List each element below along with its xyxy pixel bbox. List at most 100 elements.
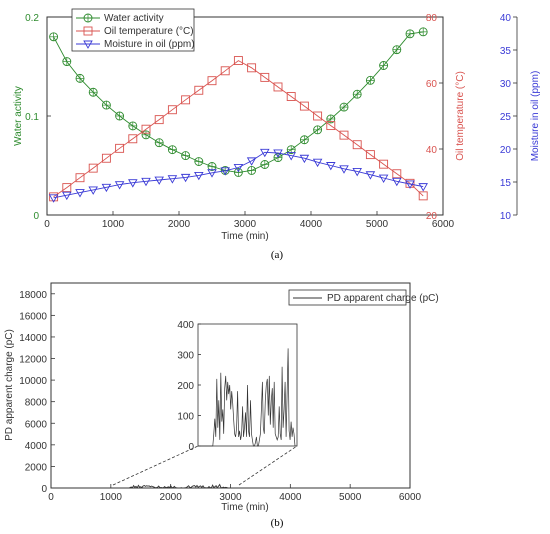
data-point-triangle-down	[299, 154, 310, 164]
right2-tick-label: 30	[500, 79, 512, 90]
right1-tick-label: 20	[426, 211, 438, 222]
data-point-square	[154, 115, 164, 125]
data-point-circle-plus	[379, 61, 389, 70]
data-point-square	[313, 111, 323, 121]
legend-label-moisture-in-oil: Moisture in oil (ppm)	[104, 39, 195, 50]
right2-tick-label: 15	[500, 178, 512, 189]
chart-b-legend: PD apparent charge (pC)	[288, 289, 439, 306]
data-point-triangle-down	[114, 181, 125, 190]
y-tick-label: 8000	[25, 398, 48, 409]
inset-y-tick-label: 400	[177, 320, 194, 331]
y-tick-label: 12000	[19, 355, 47, 366]
data-point-triangle-down	[260, 148, 270, 158]
inset-pd-series-line	[198, 348, 297, 447]
data-point-triangle-down	[207, 169, 217, 178]
data-point-square	[339, 130, 349, 140]
chart-b-legend-box	[288, 289, 407, 306]
data-point-triangle-down	[312, 158, 323, 168]
chart-b-inset: 0 100 200 300 400	[112, 320, 298, 486]
data-point-circle-plus	[101, 100, 111, 110]
data-point-triangle-down	[273, 149, 283, 158]
data-point-square	[141, 124, 151, 134]
chart-a-plot-area	[48, 27, 428, 203]
chart-a-caption: (a)	[271, 249, 284, 261]
data-point-circle-plus	[299, 135, 309, 145]
data-point-square	[181, 95, 191, 105]
data-point-circle-plus	[115, 111, 125, 121]
data-point-square	[194, 85, 204, 95]
data-point-square	[62, 183, 72, 193]
data-point-square	[326, 121, 336, 131]
right1-tick-label: 80	[426, 13, 438, 24]
data-point-circle-plus	[88, 87, 98, 97]
legend-item-oil-temperature: Oil temperature (°C)	[76, 26, 194, 37]
chart-b-caption: (b)	[271, 517, 284, 529]
data-point-triangle-down	[88, 186, 98, 195]
x-tick-label: 0	[44, 219, 50, 230]
right2-tick-label: 25	[500, 112, 512, 123]
inset-connector-left	[112, 445, 199, 486]
legend-marker-circle-plus	[83, 13, 93, 23]
data-point-square	[75, 173, 85, 183]
data-point-circle-plus	[194, 157, 204, 166]
right1-tick-label: 40	[426, 145, 438, 156]
data-point-triangle-down	[365, 171, 376, 180]
data-point-triangle-down	[339, 165, 349, 174]
data-point-square	[88, 163, 98, 173]
right1-tick-label: 60	[426, 79, 438, 90]
legend-marker-triangle-down	[83, 40, 93, 49]
data-point-square	[101, 153, 111, 163]
data-point-triangle-down	[75, 189, 85, 198]
chart-a-right1-axis-label: Oil temperature (°C)	[455, 71, 466, 161]
data-point-triangle-down	[128, 179, 138, 188]
data-point-square	[207, 76, 217, 86]
x-tick-label: 3000	[234, 219, 257, 230]
data-point-square	[247, 63, 257, 73]
inset-connector-right	[238, 445, 298, 486]
inset-ticks: 0 100 200 300 400	[177, 320, 201, 453]
data-point-triangle-down	[418, 183, 428, 192]
data-point-square	[365, 150, 375, 160]
data-point-circle-plus	[49, 32, 59, 42]
data-point-triangle-down	[352, 167, 362, 177]
y-tick-label: 0	[41, 484, 47, 495]
legend-marker	[83, 26, 93, 36]
data-point-triangle-down	[220, 167, 230, 176]
inset-y-tick-label: 100	[177, 412, 194, 423]
x-tick-label: 2000	[168, 219, 191, 230]
legend-marker	[83, 13, 93, 23]
data-point-triangle-down	[48, 194, 59, 203]
right2-tick-label: 10	[500, 211, 512, 222]
data-point-circle-plus	[339, 102, 349, 112]
legend-label-oil-temperature: Oil temperature (°C)	[104, 26, 194, 37]
legend-label-pd: PD apparent charge (pC)	[327, 293, 439, 304]
series-line-2	[53, 151, 424, 199]
data-point-circle-plus	[141, 130, 151, 140]
inset-y-tick-label: 300	[177, 351, 194, 362]
x-tick-label: 1000	[100, 492, 123, 503]
legend-marker	[83, 40, 93, 49]
data-point-square	[260, 72, 270, 82]
chart-b-y-axis-label: PD apparent charge (pC)	[4, 329, 15, 441]
left-tick-label: 0	[33, 211, 39, 222]
x-tick-label: 5000	[366, 219, 389, 230]
data-point-triangle-down	[141, 177, 151, 187]
left-tick-label: 0.1	[25, 112, 39, 123]
data-point-square	[379, 159, 389, 169]
data-point-circle-plus	[75, 73, 85, 83]
x-tick-label: 0	[48, 492, 54, 503]
data-point-circle-plus	[247, 165, 257, 175]
right2-tick-label: 40	[500, 13, 512, 24]
x-tick-label: 6000	[399, 492, 422, 503]
x-tick-label: 4000	[279, 492, 302, 503]
data-point-circle-plus	[392, 45, 402, 55]
data-point-square	[128, 134, 138, 144]
right2-tick-label: 35	[500, 46, 512, 57]
data-point-triangle-down	[167, 175, 178, 184]
data-point-square	[167, 105, 177, 115]
chart-a: 0 1000 2000 3000 4000 5000 6000 0 0.1 0.2 20 40 60 80…	[13, 8, 541, 261]
data-point-triangle-down	[154, 176, 164, 185]
data-point-triangle-down	[194, 171, 204, 181]
legend-label-water-activity: Water activity	[104, 13, 164, 24]
data-point-circle-plus	[62, 57, 72, 66]
